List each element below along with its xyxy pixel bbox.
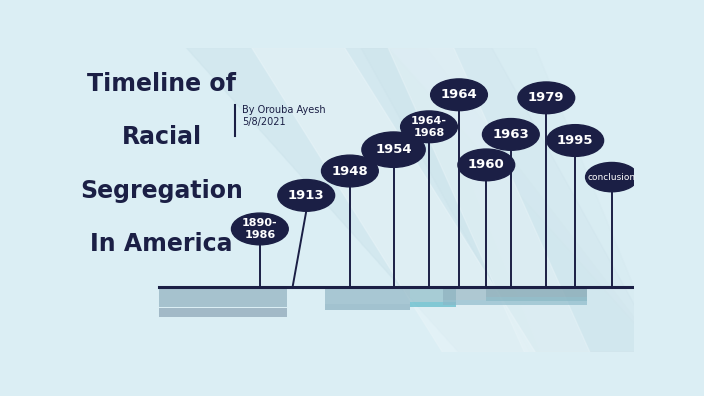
Polygon shape <box>388 48 590 352</box>
Text: 1995: 1995 <box>557 134 593 147</box>
FancyBboxPatch shape <box>325 287 410 304</box>
Text: 1960: 1960 <box>468 158 505 171</box>
FancyBboxPatch shape <box>443 287 587 300</box>
Text: conclusion: conclusion <box>588 173 636 182</box>
Text: By Orouba Ayesh
5/8/2021: By Orouba Ayesh 5/8/2021 <box>242 105 325 127</box>
Text: 1963: 1963 <box>493 128 529 141</box>
Circle shape <box>401 111 458 143</box>
Circle shape <box>322 155 378 187</box>
Circle shape <box>232 213 288 245</box>
Text: In America: In America <box>90 232 233 256</box>
Circle shape <box>547 125 603 156</box>
Circle shape <box>431 79 487 110</box>
Polygon shape <box>279 48 661 352</box>
Circle shape <box>362 132 425 168</box>
Text: 1890-
1986: 1890- 1986 <box>242 218 277 240</box>
Text: 1954: 1954 <box>375 143 412 156</box>
Text: 1913: 1913 <box>288 189 325 202</box>
Text: Segregation: Segregation <box>80 179 243 203</box>
FancyBboxPatch shape <box>159 287 287 307</box>
Text: 1964-
1968: 1964- 1968 <box>411 116 447 137</box>
FancyBboxPatch shape <box>486 287 587 297</box>
FancyBboxPatch shape <box>159 308 287 317</box>
Circle shape <box>586 162 638 192</box>
Polygon shape <box>361 48 661 352</box>
FancyBboxPatch shape <box>410 303 456 307</box>
Text: 1948: 1948 <box>332 164 368 177</box>
Text: Racial: Racial <box>122 125 202 149</box>
Polygon shape <box>252 48 536 352</box>
Text: 1979: 1979 <box>528 91 565 104</box>
Circle shape <box>518 82 574 114</box>
FancyBboxPatch shape <box>410 287 456 303</box>
Circle shape <box>458 149 515 181</box>
Circle shape <box>482 118 539 150</box>
Text: Timeline of: Timeline of <box>87 72 236 96</box>
Circle shape <box>278 179 334 211</box>
FancyBboxPatch shape <box>486 297 587 301</box>
Polygon shape <box>186 48 661 352</box>
Text: 1964: 1964 <box>441 88 477 101</box>
FancyBboxPatch shape <box>325 304 410 310</box>
FancyBboxPatch shape <box>443 300 587 305</box>
Polygon shape <box>415 48 661 352</box>
